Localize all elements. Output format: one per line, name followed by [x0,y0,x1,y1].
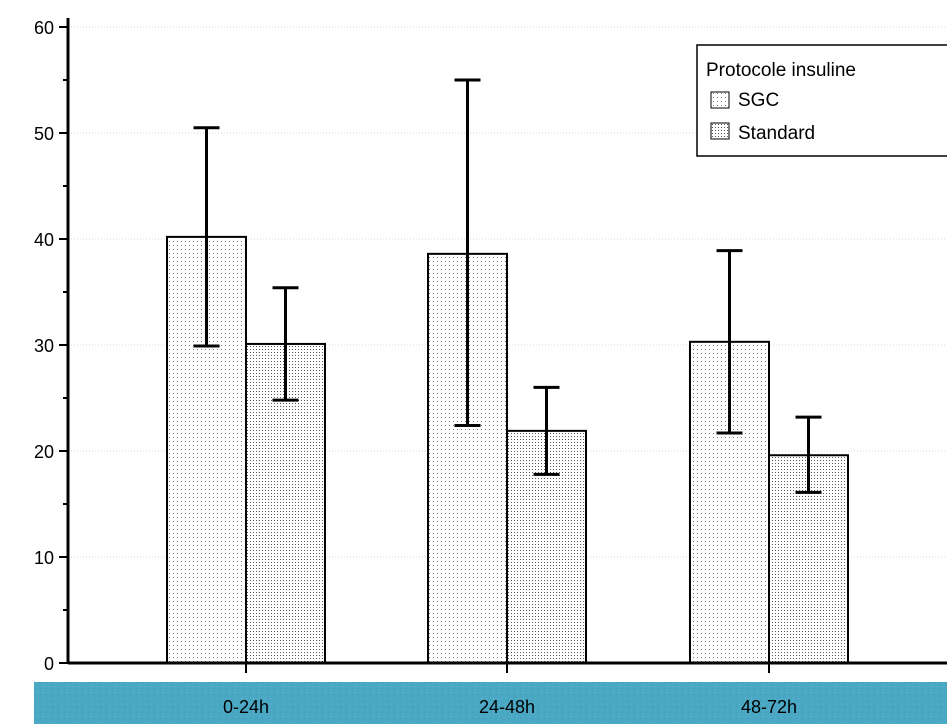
bars [166,235,849,664]
y-tick-label: 20 [34,442,54,462]
x-tick-label: 0-24h [223,697,269,717]
y-tick-label: 50 [34,124,54,144]
legend-swatch-standard [710,122,730,140]
y-tick-label: 40 [34,230,54,250]
x-tick-label: 24-48h [479,697,535,717]
x-axis-ticks: 0-24h 24-48h 48-72h [223,663,797,717]
legend-label-standard: Standard [738,123,815,144]
x-axis-band [34,682,947,724]
legend-label-sgc: SGC [738,90,779,111]
legend: Protocole insuline SGC Standard [696,44,947,157]
y-tick-label: 10 [34,548,54,568]
y-tick-label: 0 [44,654,54,674]
legend-box [696,44,947,157]
error-bars [193,78,822,494]
x-tick-label: 48-72h [741,697,797,717]
y-tick-label: 30 [34,336,54,356]
legend-title: Protocole insuline [706,60,856,81]
legend-swatch-sgc [710,91,730,109]
y-tick-label: 60 [34,18,54,38]
y-axis-ticks: 0 10 20 30 40 50 60 [34,18,68,674]
